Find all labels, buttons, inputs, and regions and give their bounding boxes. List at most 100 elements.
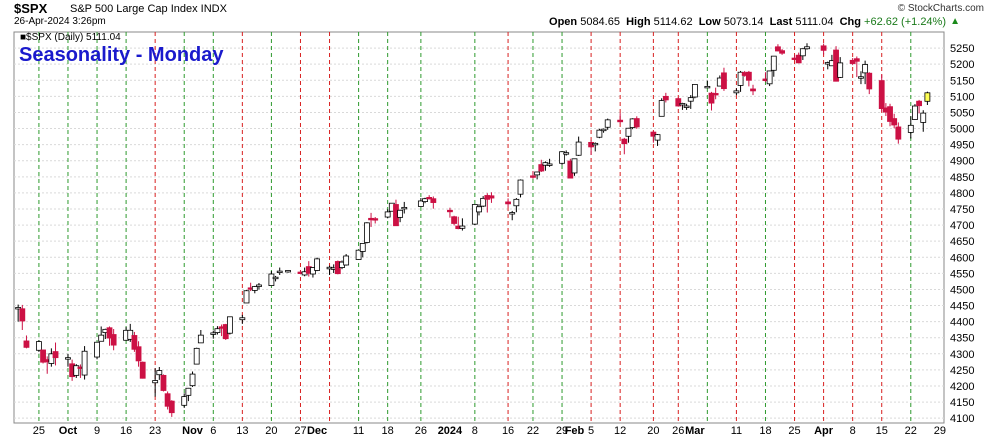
y-tick-label: 4250 <box>950 365 974 377</box>
grid-lines <box>14 47 944 419</box>
candle <box>891 113 898 129</box>
candle-body <box>476 206 482 213</box>
high-value: 5114.62 <box>653 16 693 28</box>
candle-body <box>488 195 495 199</box>
plot-legend: ■$SPX (Daily) 5111.04 <box>20 32 121 43</box>
candle-body <box>509 212 516 215</box>
candle-body <box>891 118 898 126</box>
y-tick-label: 4450 <box>950 301 974 313</box>
candle <box>359 243 366 258</box>
candle-body <box>343 255 350 266</box>
candle-body <box>546 163 553 166</box>
y-tick-label: 5200 <box>950 59 974 71</box>
candle <box>916 99 922 114</box>
candle-body <box>721 72 727 90</box>
candle <box>36 340 42 352</box>
candle <box>139 361 146 379</box>
candle <box>912 104 918 120</box>
x-tick-label: 26 <box>672 425 684 437</box>
chg-value: +62.62 (+1.24%) <box>864 16 946 28</box>
candle-body <box>596 129 603 138</box>
x-tick-label: 27 <box>294 425 306 437</box>
candle <box>239 314 246 324</box>
candle-body <box>426 197 433 200</box>
y-tick-label: 4900 <box>950 156 974 168</box>
candle <box>343 254 350 266</box>
candle-body <box>94 341 100 358</box>
candle-body <box>384 211 391 218</box>
candle-body <box>164 393 171 407</box>
candle <box>314 257 320 272</box>
candle-body <box>513 198 520 207</box>
candle <box>471 204 478 226</box>
candle-body <box>571 158 578 174</box>
candle-body <box>604 119 611 128</box>
candle <box>708 91 715 111</box>
candle-body <box>712 93 719 96</box>
candle <box>243 290 250 304</box>
candle-body <box>708 92 715 104</box>
x-tick-label: 2024 <box>438 425 463 437</box>
candle-body <box>73 365 80 376</box>
candle-body <box>691 84 698 98</box>
candle <box>214 326 221 335</box>
candle <box>679 102 686 110</box>
candle <box>737 70 744 92</box>
candle-body <box>592 142 599 146</box>
candle-body <box>799 48 806 57</box>
candle-body <box>23 340 30 348</box>
candle <box>658 98 665 117</box>
x-tick-label: 20 <box>647 425 659 437</box>
candle <box>513 198 520 213</box>
candle-body <box>621 138 628 145</box>
y-tick-label: 5250 <box>950 43 974 55</box>
x-tick-label: Oct <box>59 425 78 437</box>
y-tick-label: 4600 <box>950 252 974 264</box>
y-tick-label: 4950 <box>950 140 974 152</box>
candle <box>193 347 200 365</box>
candle-body <box>355 249 362 260</box>
candle <box>621 137 628 155</box>
candle <box>866 72 873 95</box>
x-axis-ticks: 25 Oct 9 16 23 Nov 6 13 20 27 Dec 11 18 26 2024 8 16 22 29… <box>33 425 946 437</box>
candle <box>135 341 142 367</box>
candle-body <box>168 400 175 414</box>
candle <box>401 201 408 214</box>
candle <box>733 88 740 96</box>
candle-body <box>895 126 902 140</box>
candle <box>878 74 885 112</box>
candle <box>887 103 893 127</box>
candle <box>837 57 844 79</box>
candle <box>285 270 291 273</box>
candle-body <box>775 46 781 52</box>
y-tick-label: 4350 <box>950 333 974 345</box>
candle <box>48 348 55 367</box>
last-value: 5111.04 <box>795 16 834 28</box>
low-value: 5073.14 <box>723 16 764 28</box>
candle <box>65 353 71 367</box>
x-tick-label: 22 <box>905 425 917 437</box>
index-name: S&P 500 Large Cap Index INDX <box>70 3 227 15</box>
candle-body <box>65 357 71 360</box>
candle-body <box>770 55 777 71</box>
y-tick-label: 4700 <box>950 220 974 232</box>
candle <box>480 196 487 208</box>
candle-body <box>779 50 785 54</box>
candle-body <box>804 46 810 50</box>
candle-body <box>505 201 511 205</box>
candle <box>571 158 578 176</box>
candle-body <box>658 100 665 117</box>
candle <box>920 110 927 132</box>
candle-body <box>853 58 860 62</box>
x-tick-label: 18 <box>759 425 771 437</box>
candle-body <box>152 380 159 384</box>
ohlc-readout: Open 5084.65 High 5114.62 Low 5073.14 La… <box>549 16 946 28</box>
candle-body <box>48 353 55 364</box>
candle <box>181 393 188 408</box>
candle <box>226 316 233 335</box>
candle <box>422 197 428 204</box>
candle-body <box>517 179 524 195</box>
candle-body <box>625 127 632 137</box>
y-tick-label: 4800 <box>950 188 974 200</box>
